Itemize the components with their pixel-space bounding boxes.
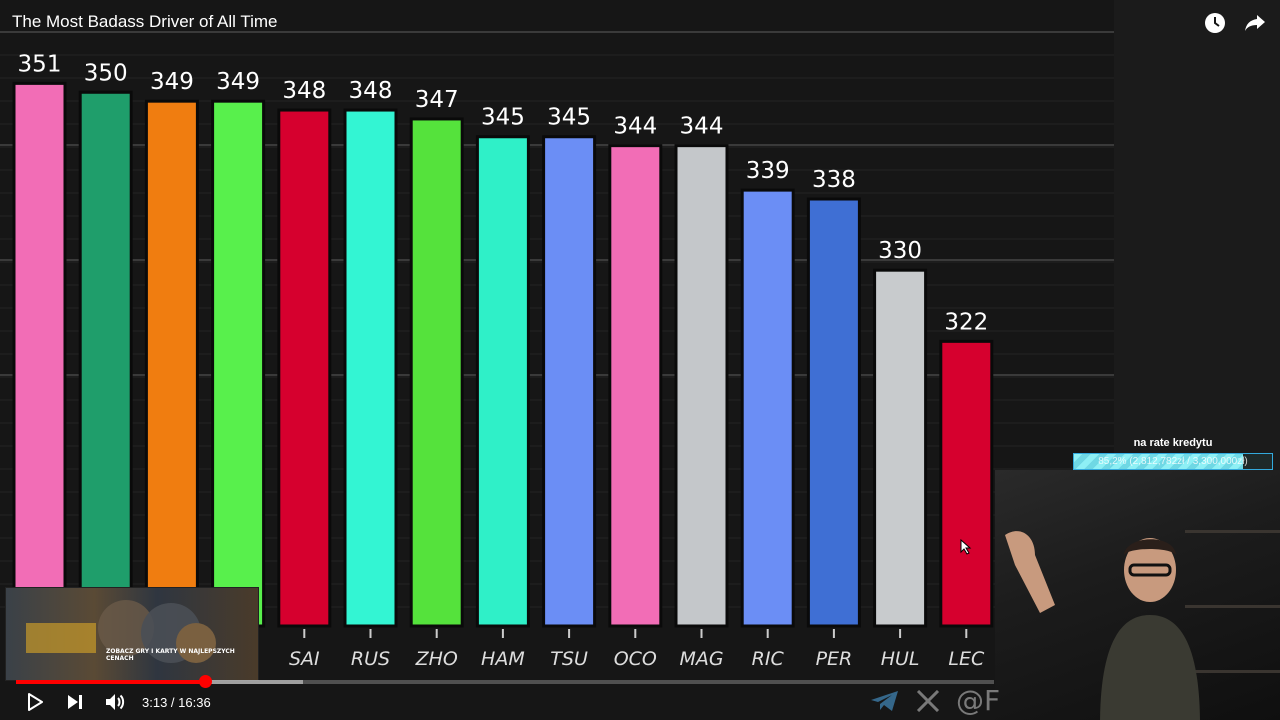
donation-progress-text: 85,2% (2,812,782zł / 3,300,000zł) — [1098, 456, 1248, 467]
bar-value-label: 330 — [878, 238, 922, 264]
shelf — [1185, 530, 1280, 533]
bar — [343, 108, 398, 628]
share-icon[interactable] — [1242, 10, 1268, 36]
x-tick-label: TSU — [550, 648, 588, 670]
time-display: 3:13 / 16:36 — [142, 694, 211, 710]
bar — [78, 90, 133, 628]
bar-value-label: 344 — [613, 114, 657, 140]
bar — [806, 197, 861, 628]
bar — [144, 99, 199, 628]
play-icon[interactable] — [22, 690, 48, 714]
bar-value-label: 348 — [349, 78, 393, 104]
bar — [475, 135, 530, 628]
bar — [409, 117, 464, 628]
x-tick-label: OCO — [614, 648, 657, 670]
shelf — [1185, 605, 1280, 608]
x-tick-label: HAM — [481, 648, 525, 670]
social-icons: @F — [870, 684, 1001, 717]
seek-bar[interactable] — [16, 675, 994, 688]
overlay-label: na rate kredytu — [1133, 437, 1213, 449]
bar-value-label: 348 — [282, 78, 326, 104]
side-panel — [1114, 0, 1280, 470]
bar-value-label: 339 — [746, 158, 790, 184]
volume-icon[interactable] — [102, 690, 128, 714]
player-controls: 3:13 / 16:36 — [22, 690, 211, 714]
ad-artwork — [26, 600, 216, 663]
bar-value-label: 345 — [481, 105, 525, 131]
raised-arm — [1005, 531, 1055, 613]
bar-value-label: 349 — [150, 69, 194, 95]
telegram-icon — [871, 691, 898, 711]
clock-icon[interactable] — [1202, 10, 1228, 36]
top-actions — [1202, 10, 1268, 36]
x-tick-label: LEC — [948, 648, 985, 670]
donation-progress-bar: 85,2% (2,812,782zł / 3,300,000zł) — [1073, 453, 1273, 470]
bar — [12, 81, 67, 628]
bar-value-label: 351 — [18, 51, 62, 77]
x-tick-label: RIC — [752, 648, 785, 670]
ad-thumbnail[interactable]: ZOBACZ GRY I KARTY W NAJLEPSZYCH CENACH — [5, 587, 259, 681]
bar-value-label: 344 — [680, 114, 724, 140]
mouse-cursor-icon — [960, 539, 972, 555]
scrub-handle[interactable] — [199, 675, 213, 688]
bar-chart: 351 350 349 349 348 SAI 348 RUS 347 ZHO 345 HAM 345 T… — [0, 31, 1114, 670]
bar — [939, 339, 994, 628]
bar — [277, 108, 332, 628]
x-tick-label: MAG — [679, 648, 723, 670]
ad-text: ZOBACZ GRY I KARTY W NAJLEPSZYCH CENACH — [106, 648, 235, 662]
bar-value-label: 347 — [415, 87, 459, 113]
x-tick-label: ZHO — [415, 648, 458, 670]
x-logo-icon — [916, 690, 940, 712]
x-tick-label: RUS — [351, 648, 390, 670]
played-bar — [16, 680, 206, 684]
bar — [740, 188, 795, 628]
watermark-text: @F — [956, 684, 1001, 717]
bar — [542, 135, 597, 628]
bar-value-label: 349 — [216, 69, 260, 95]
bar — [211, 99, 266, 628]
x-tick-label: SAI — [289, 648, 320, 670]
bar-value-label: 350 — [84, 60, 128, 86]
streamer-silhouette — [1100, 538, 1200, 720]
bar — [674, 144, 729, 628]
bar-value-label: 338 — [812, 167, 856, 193]
x-tick-label: HUL — [881, 648, 920, 670]
next-icon[interactable] — [62, 690, 88, 714]
x-tick-label: PER — [816, 648, 853, 670]
webcam-overlay — [995, 470, 1280, 720]
bar-value-label: 345 — [547, 105, 591, 131]
bar-value-label: 322 — [944, 309, 988, 335]
video-title[interactable]: The Most Badass Driver of All Time — [12, 12, 278, 31]
bar — [608, 144, 663, 628]
donation-progress-fill — [1074, 454, 1243, 469]
bar — [873, 268, 928, 628]
shelf — [1185, 670, 1280, 673]
